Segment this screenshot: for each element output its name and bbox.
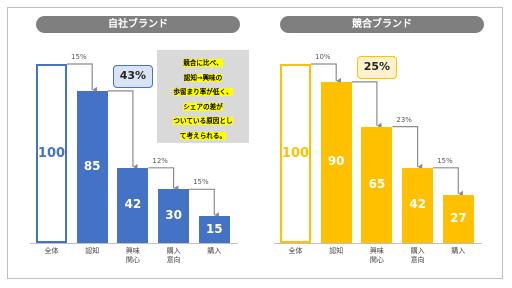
note-line: 認知→興味の	[183, 73, 223, 82]
bar	[361, 126, 393, 243]
category-label: 認知	[85, 247, 100, 255]
category-label: 購入	[207, 247, 222, 255]
panel-title: 自社ブランド	[36, 16, 240, 33]
connector	[351, 81, 382, 129]
value-label: 42	[124, 197, 142, 212]
category-label: 購入 意向	[410, 247, 425, 264]
connector	[311, 63, 342, 84]
note-box: 競合に比べ、 認知→興味の歩留まり率が低く、 シェアの差がついている原因とし て考えら…	[157, 50, 249, 143]
value-label: 15	[205, 221, 223, 236]
value-label: 27	[449, 210, 467, 225]
connector	[189, 188, 220, 219]
connector	[392, 126, 423, 170]
drop-label: 12%	[152, 156, 168, 165]
category-label: 認知	[329, 247, 344, 255]
note-line: ついている原因とし	[173, 117, 233, 125]
category-label: 購入	[451, 247, 466, 255]
value-label: 30	[165, 208, 182, 223]
bar	[320, 81, 352, 243]
bar	[442, 194, 474, 243]
drop-label: 23%	[396, 115, 412, 124]
drop-label: 10%	[315, 53, 331, 61]
bar	[402, 167, 434, 243]
bar	[280, 64, 311, 243]
frame	[7, 7, 503, 279]
bar	[36, 64, 67, 243]
category-label: 興味 関心	[125, 247, 140, 264]
panel-title: 競合ブランド	[280, 16, 484, 33]
connector	[433, 167, 464, 197]
drop-label: 15%	[71, 53, 87, 61]
bar	[158, 189, 190, 243]
bar	[76, 90, 108, 243]
category-label: 興味 関心	[369, 247, 384, 264]
drop-callout: 43%	[112, 64, 153, 88]
category-label: 全体	[288, 247, 303, 255]
note-line: 歩留まり率が低く、	[173, 88, 233, 96]
value-label: 90	[327, 154, 345, 169]
connector	[148, 167, 179, 192]
value-label: 65	[368, 176, 386, 191]
connector	[107, 90, 138, 170]
drop-label: 15%	[193, 178, 209, 187]
bar	[198, 216, 230, 243]
category-label: 購入 意向	[166, 247, 181, 264]
drop-callout: 25%	[356, 55, 397, 79]
value-label: 42	[409, 197, 426, 212]
note-line: シェアの差が	[183, 102, 223, 111]
note-line: 競合に比べ、	[183, 59, 223, 67]
category-label: 全体	[44, 247, 59, 255]
bar	[117, 167, 149, 243]
connector	[67, 63, 97, 93]
value-label: 100	[281, 145, 310, 161]
drop-label: 15%	[437, 156, 453, 165]
value-label: 85	[83, 158, 101, 173]
value-label: 100	[37, 145, 66, 161]
note-line: て考えられる。	[179, 131, 227, 140]
